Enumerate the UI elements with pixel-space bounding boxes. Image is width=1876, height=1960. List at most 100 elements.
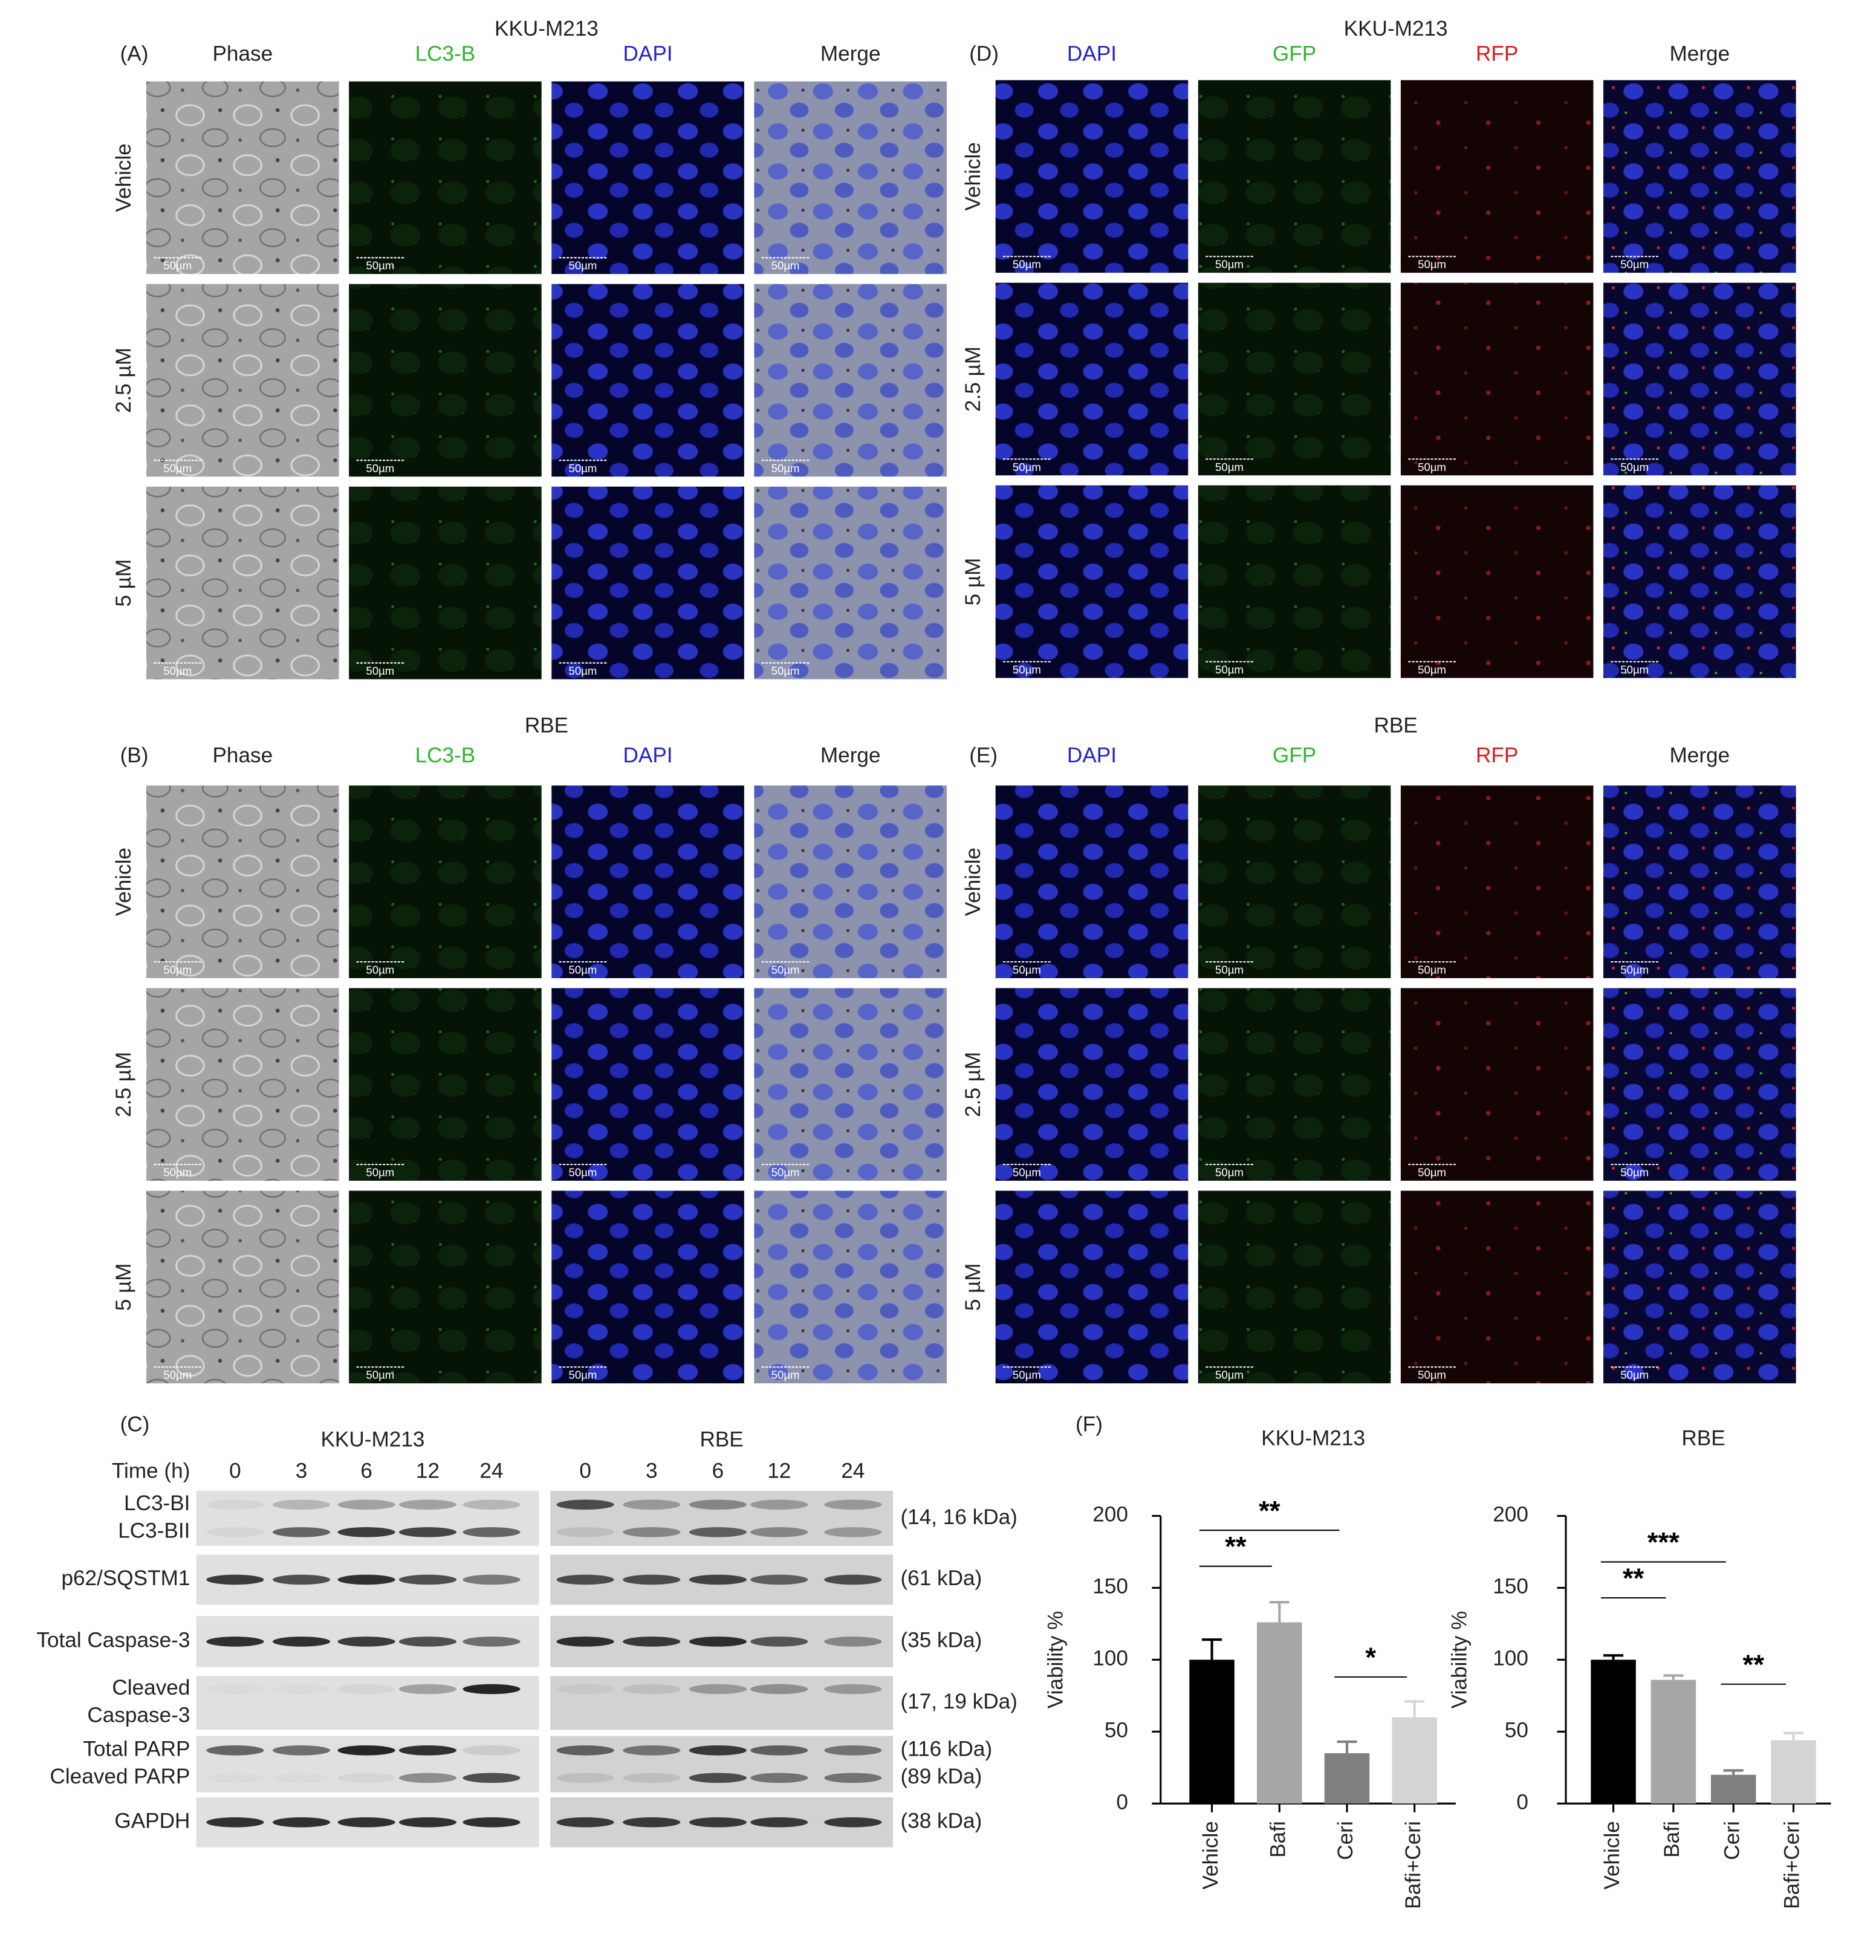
scale-bar-label: 50µm [1013, 258, 1041, 271]
micrograph [551, 1190, 744, 1384]
blot-band [689, 1684, 747, 1695]
y-tick-label: 50 [1105, 1719, 1128, 1742]
blot-band [206, 1684, 264, 1695]
blot-band [272, 1574, 331, 1585]
time-label: 0 [579, 1459, 591, 1482]
blot-band [206, 1773, 264, 1783]
micrograph [1198, 80, 1391, 273]
time-label: 3 [296, 1459, 308, 1482]
blot-band [272, 1745, 331, 1756]
blot-band [206, 1527, 264, 1537]
micrograph [1400, 785, 1594, 978]
blot-band [623, 1637, 681, 1647]
scale-bar-label: 50µm [771, 1369, 800, 1381]
blot-band [750, 1684, 808, 1695]
scale-bar-label: 50µm [1013, 461, 1041, 473]
blot-row-label: LC3-BII [118, 1519, 190, 1543]
blot-strip [196, 1676, 539, 1730]
row-label: Vehicle [961, 848, 985, 916]
micrograph [995, 988, 1189, 1181]
blot-size-label: (116 kDa) [900, 1738, 992, 1761]
scale-bar-label: 50µm [1418, 461, 1446, 473]
group-label: KKU-M213 [320, 1428, 424, 1452]
blot-band [463, 1773, 521, 1783]
micrograph [754, 785, 947, 978]
blot-band [206, 1817, 264, 1828]
blot-band [463, 1499, 521, 1510]
scale-bar-label: 50µm [771, 1166, 800, 1179]
blot-band [398, 1817, 457, 1828]
blot-band [556, 1817, 614, 1828]
blot-band [398, 1499, 457, 1510]
micrograph [146, 785, 339, 978]
column-header: DAPI [1067, 42, 1117, 66]
blot-band [556, 1527, 614, 1537]
scale-bar-label: 50µm [1418, 963, 1446, 976]
blot-band [463, 1684, 521, 1695]
micrograph [1198, 485, 1391, 678]
scale-bar-label: 50µm [1013, 1369, 1041, 1381]
micrograph [1400, 988, 1594, 1181]
micrograph [551, 785, 744, 978]
panel-title: RBE [1374, 713, 1417, 737]
micrograph [995, 785, 1189, 978]
scale-bar-label: 50µm [163, 462, 192, 475]
blot-band [206, 1574, 264, 1585]
blot-band [273, 1684, 330, 1695]
blot-row-label: Caspase-3 [87, 1704, 190, 1727]
column-header: DAPI [623, 42, 673, 66]
panel-label: (E) [969, 744, 998, 767]
x-tick-label: Ceri [1720, 1821, 1744, 1860]
blot-strip [550, 1676, 894, 1730]
x-tick-label: Bafi+Ceri [1401, 1821, 1425, 1909]
blot-band [398, 1773, 457, 1783]
blot-row-label: LC3-BI [124, 1491, 190, 1515]
micrograph [1603, 80, 1796, 273]
blot-band [824, 1773, 882, 1783]
scale-bar-label: 50µm [163, 963, 192, 976]
blot-band [689, 1637, 747, 1647]
blot-band [463, 1637, 521, 1647]
panel-label: (C) [120, 1413, 150, 1436]
significance-label: * [1365, 1642, 1376, 1673]
blot-band [623, 1499, 681, 1510]
blot-band [750, 1527, 808, 1537]
y-axis-label: Viability % [1043, 1611, 1067, 1709]
column-header: Merge [1669, 42, 1730, 66]
blot-band [337, 1817, 395, 1828]
bar [1710, 1774, 1756, 1804]
blot-strip [550, 1491, 894, 1546]
y-tick-label: 0 [1116, 1790, 1128, 1814]
column-header: LC3-B [415, 42, 476, 66]
micrograph [754, 81, 947, 274]
column-header: Merge [1669, 744, 1730, 767]
blot-band [206, 1745, 264, 1756]
x-tick-label: Bafi [1267, 1821, 1290, 1858]
scale-bar-label: 50µm [1013, 1166, 1041, 1179]
time-label: 6 [360, 1459, 372, 1482]
blot-band [689, 1499, 747, 1510]
y-tick-label: 150 [1493, 1575, 1528, 1598]
scale-bar-label: 50µm [1418, 1166, 1446, 1179]
scale-bar-label: 50µm [1620, 1369, 1649, 1381]
row-label: 5 µM [961, 1263, 985, 1311]
scale-bar-label: 50µm [366, 963, 394, 976]
micrograph [1400, 80, 1594, 273]
micrograph [1198, 282, 1391, 476]
y-axis-label: Viability % [1447, 1611, 1471, 1709]
scale-bar-label: 50µm [1418, 1369, 1446, 1381]
scale-bar-label: 50µm [1620, 963, 1649, 976]
panel-label: (D) [969, 42, 999, 66]
micrograph [349, 785, 542, 978]
bar [1257, 1622, 1302, 1804]
scale-bar-label: 50µm [1620, 663, 1649, 676]
scale-bar-label: 50µm [366, 259, 394, 272]
micrograph [754, 988, 947, 1181]
blot-band [623, 1574, 681, 1585]
group-label: RBE [699, 1428, 743, 1452]
micrograph [349, 81, 542, 274]
y-tick-label: 150 [1092, 1575, 1128, 1598]
blot-size-label: (35 kDa) [900, 1629, 982, 1652]
